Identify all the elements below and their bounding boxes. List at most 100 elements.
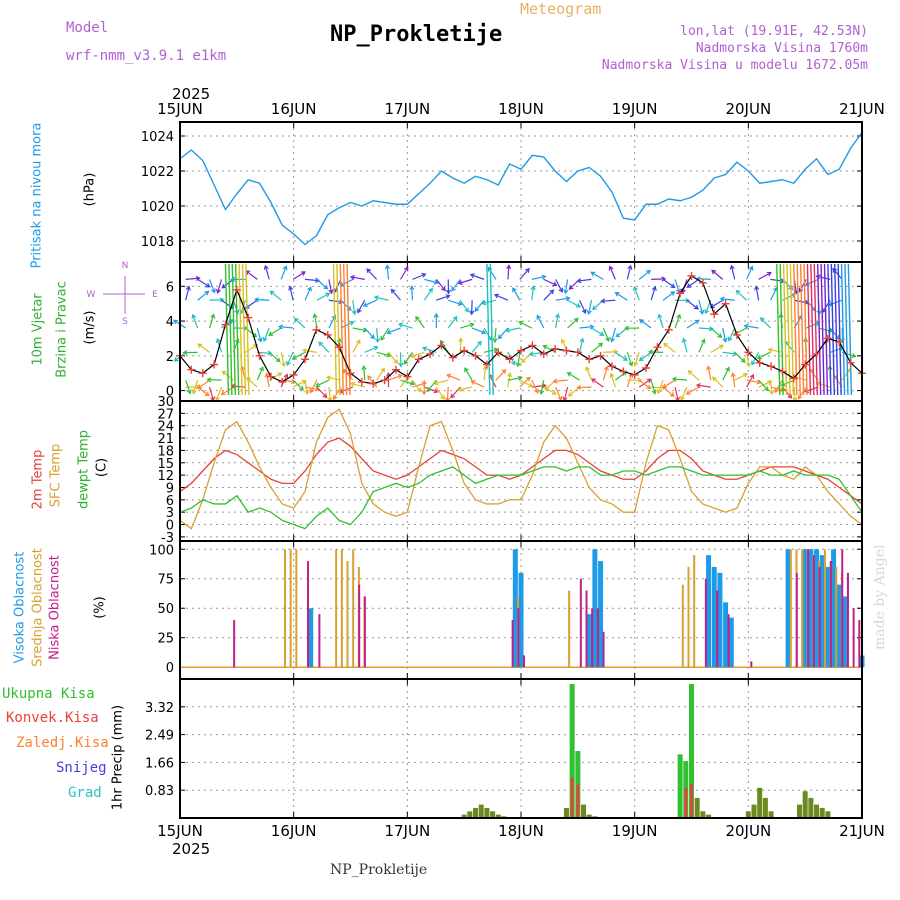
wind-barb [698,339,705,353]
y-tick-label: 6 [166,494,174,509]
cloud-bar-cloud_mid [681,584,684,668]
wind-gust-arrow [810,263,815,396]
wind-arrowhead [307,286,312,292]
wind-barb [734,373,748,381]
wind-barb [519,268,530,280]
wind-gust-marker [210,360,219,369]
wind-arrowhead [756,354,762,360]
wind-gust-marker [607,362,616,371]
wind-arrowhead [517,375,523,381]
wind-arrowhead [751,360,756,366]
wind-barb [662,291,675,301]
x-tick-label-top: 17JUN [384,100,430,118]
wind-arrowhead [197,343,203,349]
wind-barb [483,327,492,341]
wind-arrowhead [735,289,741,295]
wind-barb [386,265,390,280]
wind-barb [626,265,632,280]
wind-barb [458,386,473,391]
wind-arrowhead [767,380,773,386]
wind-arrowhead [624,325,629,331]
wind-arrowhead [481,300,487,306]
wind-barb [192,314,199,329]
panel-frame [179,678,863,819]
year-label-top: 2025 [172,85,210,103]
wind-gust-arrow [342,263,348,396]
wind-arrowhead [699,309,705,315]
wind-arrowhead [366,268,372,274]
precip-bar-rain_total [751,804,757,818]
wind-arrowhead [555,313,561,319]
wind-gust-marker [198,369,207,378]
y-tick-label: 12 [157,469,174,484]
wind-barb [672,378,688,381]
precip-bar-rain_total [819,807,825,818]
wind-gust-marker [391,365,400,374]
wind-barb [474,299,485,312]
cloud-bar-cloud_high [808,549,814,668]
wind-barb [328,387,331,402]
wind-barb [495,369,506,381]
y-tick-label: 6 [166,280,174,295]
wind-arrowhead [234,309,240,315]
wind-barb [769,380,773,395]
wind-arrowhead [370,334,375,340]
wind-arrowhead [403,359,409,365]
wind-arrowhead [745,362,751,368]
wind-gust-marker [710,310,719,319]
wind-barb [712,376,724,388]
wind-barb [451,279,461,292]
wind-barb [292,271,306,280]
wind-gust-marker [221,320,230,329]
precip-legend-total: Ukupna Kisa [2,686,95,702]
wind-arrowhead [280,362,286,368]
wind-barb [793,387,796,402]
wind-arrowhead [481,329,487,335]
y-tick-label: 2.49 [145,729,174,744]
wind-arrowhead [507,372,513,378]
wind-barb [327,376,341,381]
cloud-bar-cloud_low [841,549,844,668]
wind-arrowhead [605,336,610,343]
wind-barb [567,299,581,308]
wind-arrowhead [563,289,569,295]
wind-arrowhead [704,309,710,315]
elevation-label: Nadmorska Visina 1760m [695,41,868,56]
wind-barb [217,279,223,293]
wind-gust-marker [812,350,821,359]
wind-arrowhead [268,331,274,336]
wind-barb [328,279,333,294]
wind-arrowhead [428,287,433,293]
wind-barb [292,351,306,360]
cloud-bar-cloud_high [706,555,712,668]
wind-arrowhead [415,315,420,321]
wind-gust-marker [732,330,741,339]
wind-barb [483,366,487,381]
wind-barb [245,270,258,280]
wind-barb [366,268,378,280]
cloud-bar-cloud_mid [335,549,338,668]
wind-barb [735,290,748,301]
wind-gust-marker [664,325,673,334]
wind-barb [363,366,366,381]
wind-arrowhead [246,376,251,382]
cloud-bar-cloud_mid [283,549,286,668]
wind-barb [263,327,270,342]
wind-gust-marker [414,355,423,364]
cloud-bar-cloud_mid [823,549,826,668]
cloud-bar-cloud_low [846,572,849,668]
wind-arrowhead [576,384,582,391]
wind-gust-marker [505,355,514,364]
wind-arrowhead [780,387,786,393]
wind-arrowhead [646,269,651,275]
wind-arrowhead [186,389,192,395]
wind-arrowhead [700,338,706,344]
wind-barb [722,351,737,355]
wind-barb [757,351,771,359]
wind-arrowhead [269,290,275,296]
wind-barb [650,379,656,394]
precip-bar-rain_total [757,787,763,818]
wind-barb [602,327,610,342]
wind-arrowhead [638,356,644,362]
